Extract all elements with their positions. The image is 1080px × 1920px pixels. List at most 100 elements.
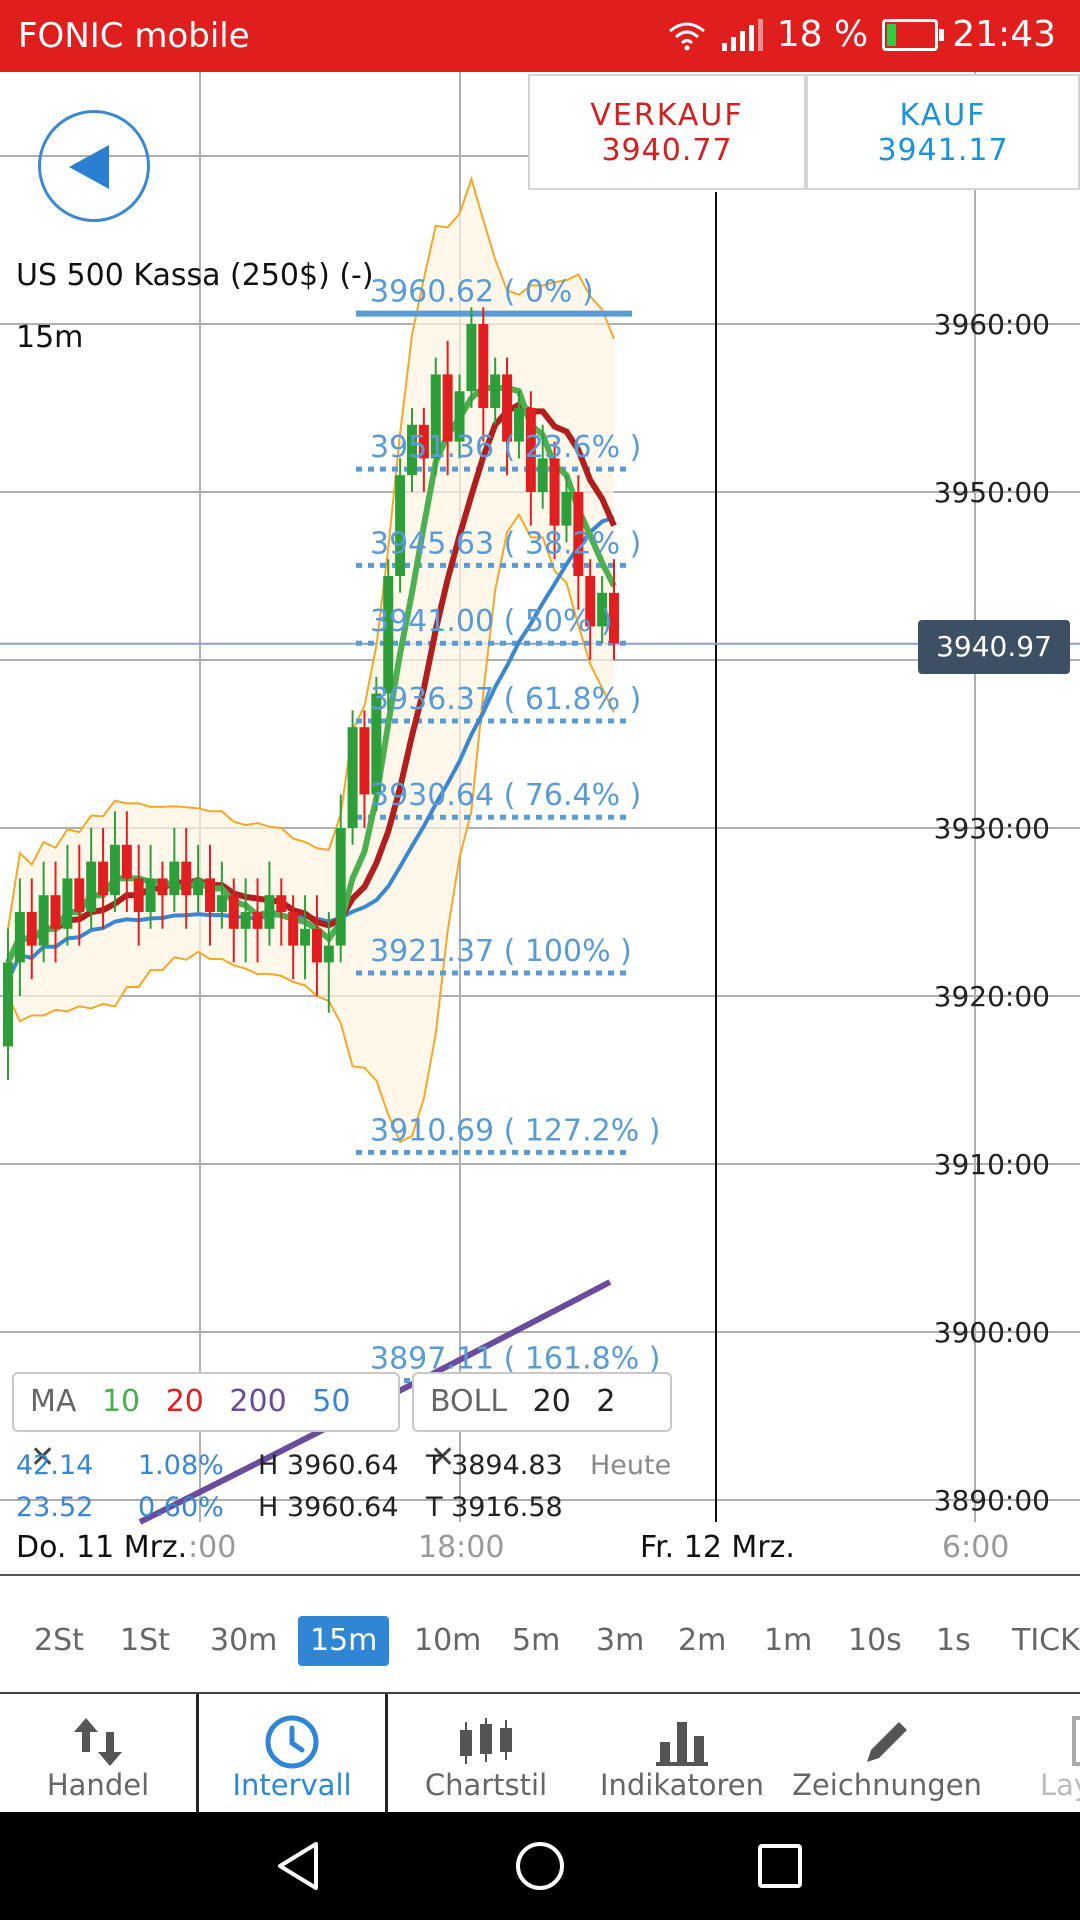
price-chart[interactable]: 3960.62 ( 0% ) 3951.36 ( 23.6% ) 3945.63 (… <box>0 72 1080 1572</box>
sell-label: VERKAUF <box>590 98 744 133</box>
chart-area[interactable]: 3960.62 ( 0% ) 3951.36 ( 23.6% ) 3945.63 (… <box>0 72 1080 1572</box>
bottom-toolbar: Handel Intervall Chartstil Indikatoren Z… <box>0 1692 1080 1814</box>
interval-option[interactable]: 1m <box>764 1623 813 1658</box>
candle-body <box>502 374 513 442</box>
candle-body <box>169 861 180 896</box>
stat-change: 42.14 <box>16 1450 94 1481</box>
layout-button[interactable]: Lay <box>1012 1694 1080 1814</box>
back-button[interactable] <box>38 110 150 222</box>
candle-body <box>276 895 287 912</box>
interval-option[interactable]: 15m <box>298 1616 390 1666</box>
candle-body <box>3 962 13 1047</box>
fib-label: 3930.64 ( 76.4% ) <box>370 778 641 813</box>
zeichnungen-label: Zeichnungen <box>792 1768 982 1802</box>
candle-body <box>193 878 204 896</box>
candle-body <box>478 324 489 408</box>
candle-body <box>383 576 394 694</box>
stat-low: T 3894.83 <box>426 1450 563 1481</box>
candle-body <box>121 844 132 879</box>
home-nav-icon[interactable] <box>510 1836 570 1896</box>
boll-deviation: 2 <box>596 1384 616 1419</box>
sell-button[interactable]: VERKAUF 3940.77 <box>528 74 806 190</box>
handel-label: Handel <box>46 1768 150 1802</box>
recents-nav-icon[interactable] <box>750 1836 810 1896</box>
candle-body <box>240 912 251 929</box>
y-tick-label: 3920:00 <box>934 980 1050 1013</box>
candle-body <box>62 878 73 929</box>
interval-option[interactable]: 3m <box>596 1623 645 1658</box>
back-nav-icon[interactable] <box>270 1836 330 1896</box>
ma-period-200: 200 <box>229 1384 287 1419</box>
swap-arrows-icon <box>74 1718 122 1766</box>
y-tick-label: 3930:00 <box>934 812 1050 845</box>
candle-body <box>252 912 263 929</box>
close-icon[interactable]: ✕ <box>30 1440 56 1475</box>
timeframe-label: 15m <box>16 320 84 355</box>
status-bar: FONIC mobile 18 % 21:43 <box>0 0 1080 72</box>
carrier-name: FONIC mobile <box>18 16 250 56</box>
layout-icon <box>1072 1716 1080 1766</box>
chartstil-button[interactable]: Chartstil <box>388 1694 584 1814</box>
candle-body <box>109 844 120 896</box>
interval-bar: 2St 1St 30m 15m 10m 5m 3m 2m 1m 10s 1s TICK <box>0 1574 1080 1696</box>
candle-body <box>311 928 322 963</box>
candle-body <box>228 895 239 929</box>
interval-option[interactable]: 2St <box>34 1623 84 1658</box>
bar-chart-icon <box>656 1722 708 1766</box>
interval-option[interactable]: 10m <box>414 1623 482 1658</box>
signal-icon <box>721 18 763 51</box>
wifi-icon <box>668 22 705 50</box>
candle-body <box>300 928 311 946</box>
candle-body <box>585 576 596 627</box>
interval-option[interactable]: 1St <box>120 1623 170 1658</box>
candle-body <box>181 861 192 896</box>
intervall-label: Intervall <box>232 1768 352 1802</box>
interval-option[interactable]: TICK <box>1012 1623 1080 1658</box>
instrument-name: US 500 Kassa (250$) (-) <box>16 258 374 293</box>
stat-change: 23.52 <box>16 1492 94 1523</box>
fib-label: 3945.63 ( 38.2% ) <box>370 526 641 561</box>
indikatoren-button[interactable]: Indikatoren <box>584 1694 780 1814</box>
y-tick-label: 3960:00 <box>934 308 1050 341</box>
stat-percent: 1.08% <box>138 1450 224 1481</box>
fib-label: 3921.37 ( 100% ) <box>370 934 632 969</box>
clock-icon <box>265 1715 319 1769</box>
y-tick-label: 3890:00 <box>934 1484 1050 1517</box>
interval-option[interactable]: 5m <box>512 1623 561 1658</box>
candle-body <box>537 458 548 492</box>
candle-body <box>454 391 465 442</box>
candle-body <box>157 878 168 896</box>
interval-option[interactable]: 10s <box>848 1623 902 1658</box>
y-tick-label: 3900:00 <box>934 1316 1050 1349</box>
interval-option[interactable]: 2m <box>678 1623 727 1658</box>
boll-legend[interactable]: BOLL 20 2 ✕ <box>412 1372 672 1475</box>
status-icons: 18 % 21:43 <box>666 14 1056 55</box>
battery-percent: 18 % <box>776 14 869 55</box>
fib-label: 3910.69 ( 127.2% ) <box>370 1113 660 1148</box>
stat-low: T 3916.58 <box>426 1492 563 1523</box>
intervall-button[interactable]: Intervall <box>199 1694 385 1814</box>
candle-body <box>74 878 85 912</box>
interval-option[interactable]: 30m <box>210 1623 278 1658</box>
stat-period: Heute <box>590 1450 672 1481</box>
x-date-label: Fr. 12 Mrz. <box>628 1530 807 1565</box>
candle-body <box>371 693 382 795</box>
buy-price: 3941.17 <box>877 133 1009 168</box>
candle-body <box>14 912 25 963</box>
y-tick-label: 3910:00 <box>934 1148 1050 1181</box>
ma-period-10: 10 <box>101 1384 141 1419</box>
handel-button[interactable]: Handel <box>0 1694 196 1814</box>
candle-body <box>418 424 429 459</box>
candle-body <box>466 324 477 392</box>
bollinger-upper <box>7 175 615 929</box>
buy-button[interactable]: KAUF 3941.17 <box>806 74 1080 190</box>
zeichnungen-button[interactable]: Zeichnungen <box>780 1694 994 1814</box>
fib-label: 3951.36 ( 23.6% ) <box>370 430 641 465</box>
interval-option[interactable]: 1s <box>936 1623 971 1658</box>
ma-legend[interactable]: MA 10 20 200 50 ✕ <box>12 1372 400 1475</box>
boll-period: 20 <box>532 1384 571 1419</box>
candle-body <box>145 878 156 912</box>
close-icon[interactable]: ✕ <box>430 1440 456 1475</box>
fib-label: 3936.37 ( 61.8% ) <box>370 682 641 717</box>
candle-body <box>216 895 227 912</box>
